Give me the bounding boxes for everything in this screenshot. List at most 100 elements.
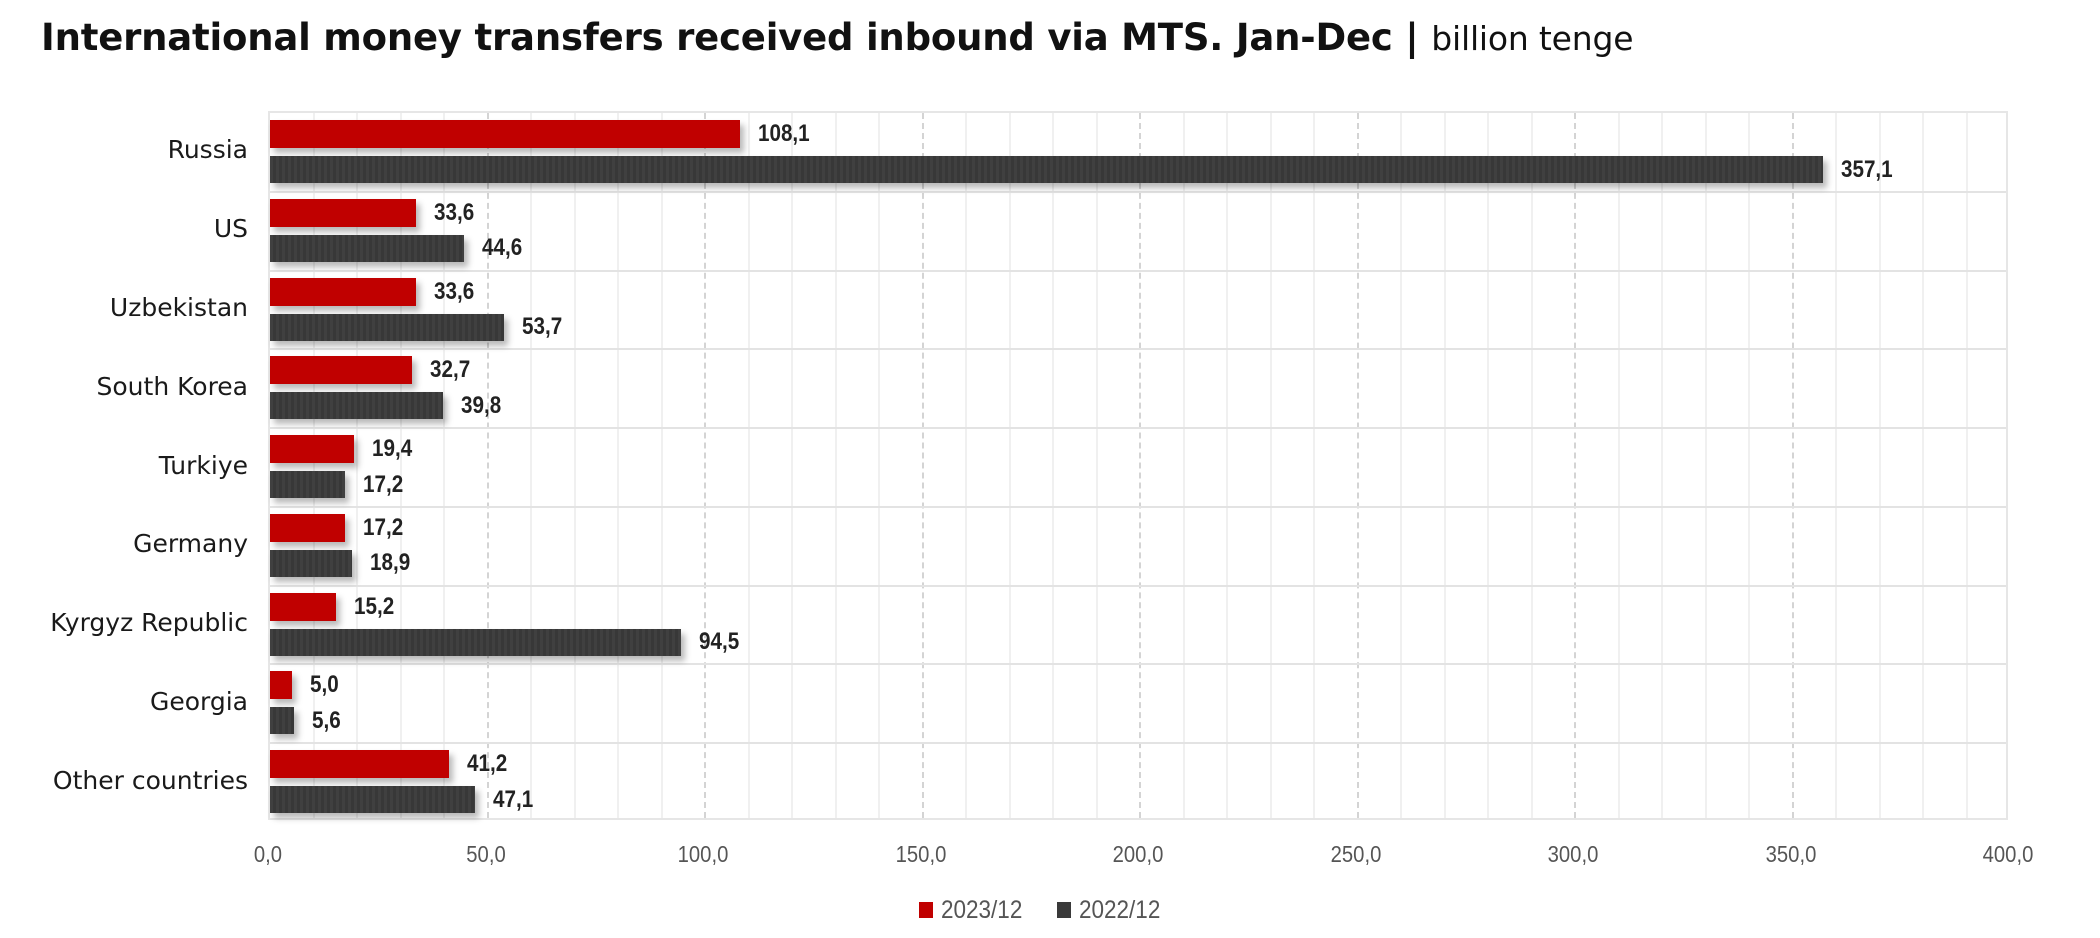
minor-gridline <box>1878 113 1881 818</box>
category-separator <box>270 348 2006 351</box>
category-separator <box>270 190 2006 193</box>
minor-gridline <box>399 113 402 818</box>
legend: 2023/12 2022/12 <box>919 896 1196 924</box>
x-tick-label: 50,0 <box>465 841 506 867</box>
minor-gridline <box>660 113 663 818</box>
minor-gridline <box>1182 113 1185 818</box>
minor-gridline <box>791 113 793 818</box>
data-label: 19,4 <box>372 435 413 463</box>
minor-gridline <box>1095 113 1098 818</box>
x-tick-label: 350,0 <box>1765 841 1816 867</box>
minor-gridline <box>312 113 315 818</box>
plot-area: 108,1 357,1 33,6 44,6 33,6 53,7 32,7 39,8 19,4 17… <box>268 111 2008 820</box>
data-label: 17,2 <box>362 470 403 498</box>
data-label: 357,1 <box>1841 155 1894 183</box>
minor-gridline <box>1487 113 1489 818</box>
major-gridline <box>1791 113 1794 818</box>
square-swatch-icon <box>1057 902 1072 918</box>
bar-2022-12[interactable] <box>270 628 682 656</box>
x-tick-label: 400,0 <box>1982 841 2034 867</box>
minor-gridline <box>1226 113 1228 818</box>
category-label: Germany <box>133 529 248 559</box>
major-gridline <box>921 113 924 818</box>
category-separator <box>270 584 2006 587</box>
bar-2022-12[interactable] <box>270 786 475 814</box>
chart-title: International money transfers received i… <box>41 16 1634 59</box>
bar-2022-12[interactable] <box>270 471 345 499</box>
x-tick-label: 150,0 <box>895 841 946 867</box>
category-label: Kyrgyz Republic <box>50 608 248 638</box>
bar-2022-12[interactable] <box>270 549 353 577</box>
data-label: 33,6 <box>434 277 475 305</box>
bar-2023-12[interactable] <box>270 671 292 700</box>
minor-gridline <box>1835 113 1837 818</box>
data-label: 18,9 <box>370 549 411 577</box>
data-label: 47,1 <box>492 785 534 813</box>
bar-2023-12[interactable] <box>270 513 345 542</box>
bar-2022-12[interactable] <box>270 392 444 420</box>
x-tick-label: 200,0 <box>1112 841 1164 867</box>
data-label: 33,6 <box>434 198 475 226</box>
bar-2022-12[interactable] <box>270 707 295 735</box>
minor-gridline <box>1313 113 1315 818</box>
major-gridline <box>1574 113 1576 818</box>
data-label: 41,2 <box>467 750 508 778</box>
category-separator <box>270 742 2006 745</box>
minor-gridline <box>1661 113 1663 818</box>
minor-gridline <box>747 113 750 818</box>
minor-gridline <box>834 113 837 818</box>
legend-label: 2022/12 <box>1079 895 1161 924</box>
bar-2023-12[interactable] <box>270 356 413 385</box>
data-label: 108,1 <box>758 120 810 147</box>
category-separator <box>270 663 2006 666</box>
legend-label: 2023/12 <box>941 895 1023 924</box>
x-tick-label: 0,0 <box>253 841 283 867</box>
legend-item-2022[interactable]: 2022/12 <box>1057 896 1169 925</box>
category-label: Russia <box>167 135 248 165</box>
minor-gridline <box>1965 113 1968 818</box>
chart-title-main: International money transfers received i… <box>41 16 1432 59</box>
bar-2023-12[interactable] <box>270 435 355 464</box>
x-tick-label: 250,0 <box>1330 841 1381 867</box>
major-gridline <box>486 113 489 818</box>
minor-gridline <box>1704 113 1707 818</box>
minor-gridline <box>1617 113 1620 818</box>
bar-2023-12[interactable] <box>270 277 417 306</box>
minor-gridline <box>1052 113 1054 818</box>
major-gridline <box>704 113 706 818</box>
category-label: Other countries <box>52 765 248 795</box>
data-label: 39,8 <box>461 391 502 419</box>
data-label: 53,7 <box>521 313 562 341</box>
bar-2022-12[interactable] <box>270 313 504 341</box>
category-label: Uzbekistan <box>109 292 248 322</box>
x-tick-label: 300,0 <box>1547 841 1599 867</box>
legend-item-2023[interactable]: 2023/12 <box>919 896 1031 925</box>
category-separator <box>270 505 2006 508</box>
minor-gridline <box>617 113 619 818</box>
square-swatch-icon <box>919 902 933 918</box>
data-label: 15,2 <box>354 592 395 620</box>
category-label: US <box>213 214 248 244</box>
bar-2023-12[interactable] <box>270 120 741 148</box>
bar-2023-12[interactable] <box>270 198 417 227</box>
minor-gridline <box>1443 113 1446 818</box>
category-separator <box>270 269 2006 272</box>
minor-gridline <box>356 113 358 818</box>
category-label: Georgia <box>149 686 248 716</box>
minor-gridline <box>878 113 880 818</box>
minor-gridline <box>573 113 576 818</box>
minor-gridline <box>530 113 532 818</box>
minor-gridline <box>443 113 445 818</box>
minor-gridline <box>1008 113 1011 818</box>
major-gridline <box>1356 113 1359 818</box>
chart-title-unit: billion tenge <box>1431 19 1634 58</box>
data-label: 32,7 <box>430 356 471 384</box>
bar-2023-12[interactable] <box>270 750 450 779</box>
data-label: 44,6 <box>482 234 523 262</box>
category-label: Turkiye <box>158 450 248 480</box>
bar-2022-12[interactable] <box>270 234 464 262</box>
category-label: South Korea <box>96 371 248 401</box>
bar-2022-12[interactable] <box>270 156 1824 183</box>
x-tick-label: 100,0 <box>677 841 729 867</box>
bar-2023-12[interactable] <box>270 592 337 621</box>
